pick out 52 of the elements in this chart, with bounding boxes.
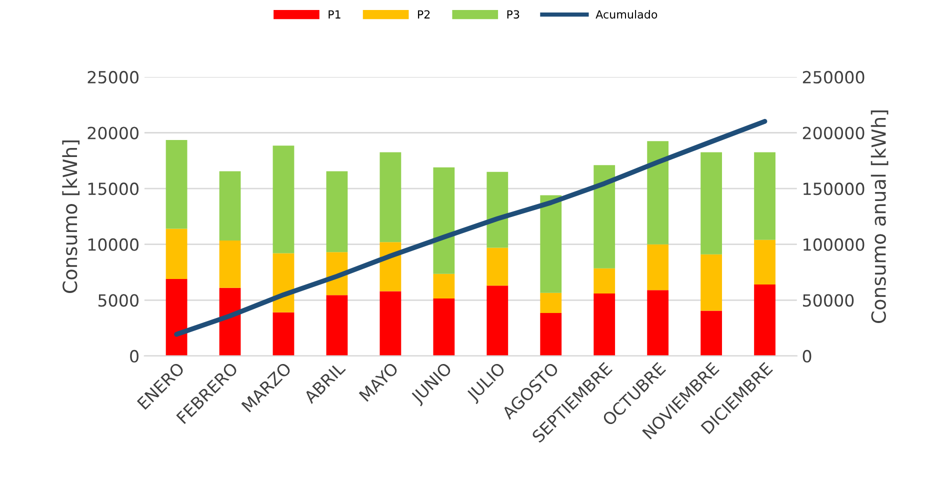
y2-tick-label: 200000 bbox=[802, 126, 864, 140]
bar bbox=[540, 312, 562, 356]
legend-label: Acumulado bbox=[596, 10, 658, 19]
bar bbox=[754, 152, 776, 240]
y2-tick-label: 0 bbox=[802, 350, 812, 363]
y2-tick-label: 250000 bbox=[802, 70, 864, 84]
bar bbox=[486, 286, 508, 356]
bar bbox=[540, 195, 562, 293]
bar bbox=[166, 278, 188, 356]
bar bbox=[272, 146, 294, 254]
y2-axis-title: Consumo anual [kWh] bbox=[870, 110, 888, 324]
legend-label: P1 bbox=[328, 10, 340, 18]
legend-label: P2 bbox=[418, 10, 430, 18]
line-series bbox=[174, 118, 768, 337]
bar bbox=[700, 152, 722, 254]
bar bbox=[380, 291, 402, 356]
legend-label: P3 bbox=[507, 10, 520, 19]
bar bbox=[647, 141, 669, 244]
bar bbox=[594, 268, 616, 294]
bar bbox=[647, 244, 669, 290]
bar bbox=[540, 292, 562, 313]
bar bbox=[754, 240, 776, 285]
bar bbox=[594, 293, 616, 356]
y-tick-label: 10000 bbox=[88, 238, 138, 251]
bar bbox=[700, 254, 722, 311]
y-axis-title: Consumo [kWh] bbox=[62, 140, 80, 293]
bar bbox=[486, 172, 508, 248]
y-tick-label: 15000 bbox=[88, 182, 138, 196]
bar bbox=[647, 290, 669, 356]
bar bbox=[326, 171, 348, 252]
y2-tick-label: 50000 bbox=[803, 294, 854, 307]
y2-tick-label: 150000 bbox=[804, 182, 864, 196]
bar bbox=[594, 165, 616, 268]
bar bbox=[486, 248, 508, 286]
y-tick-label: 0 bbox=[130, 350, 138, 363]
y2-tick-label: 100000 bbox=[804, 238, 864, 251]
bar bbox=[272, 312, 294, 356]
bar bbox=[700, 310, 722, 356]
bar bbox=[380, 152, 402, 242]
y-tick-label: 20000 bbox=[88, 126, 138, 140]
bar bbox=[433, 298, 455, 356]
bar bbox=[166, 140, 188, 229]
bar bbox=[166, 228, 188, 279]
bar bbox=[326, 295, 348, 356]
bar bbox=[219, 171, 241, 240]
y-tick-label: 5000 bbox=[98, 294, 138, 307]
bar bbox=[219, 288, 241, 356]
bar bbox=[219, 240, 241, 288]
bar bbox=[433, 274, 455, 298]
y-tick-label: 25000 bbox=[88, 70, 138, 84]
bar bbox=[754, 284, 776, 356]
bar bbox=[433, 167, 455, 274]
